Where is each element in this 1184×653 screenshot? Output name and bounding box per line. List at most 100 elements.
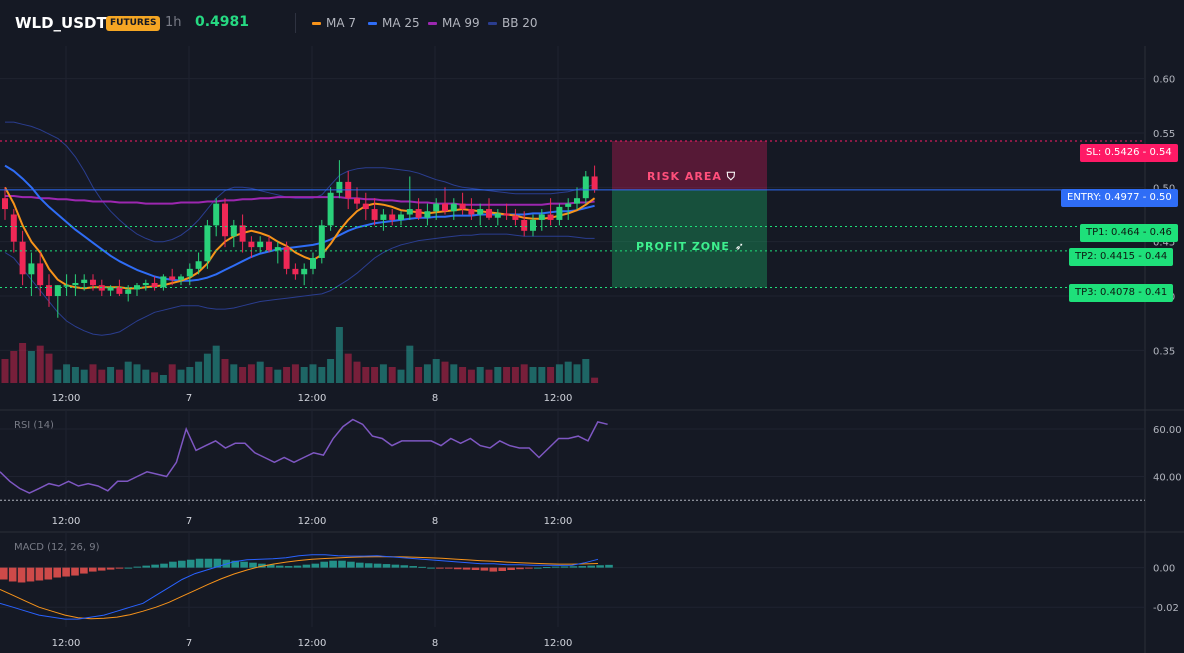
volume-bar xyxy=(582,359,590,383)
candle-body xyxy=(274,247,281,251)
price-tick-label: 0.55 xyxy=(1153,129,1175,140)
volume-bar xyxy=(177,369,185,383)
macd-histogram-bar xyxy=(498,567,506,571)
x-tick-label: 8 xyxy=(432,393,438,404)
macd-histogram-bar xyxy=(275,565,284,568)
candle-body xyxy=(450,203,457,212)
x-tick-label: 8 xyxy=(432,638,438,649)
candle-body xyxy=(239,225,246,242)
macd-histogram-bar xyxy=(356,562,364,568)
legend-ma7[interactable]: MA 7 xyxy=(312,16,356,30)
candle-body xyxy=(116,287,123,294)
volume-bar xyxy=(406,345,414,383)
volume-bar xyxy=(54,369,62,383)
volume-bar xyxy=(124,361,132,383)
volume-bar xyxy=(415,367,423,383)
macd-histogram-bar xyxy=(53,567,61,578)
candle-body xyxy=(213,203,220,226)
candle-body xyxy=(380,214,387,220)
shield-icon: ⛉ xyxy=(726,170,736,183)
volume-bar xyxy=(494,367,502,383)
candle-body xyxy=(204,225,211,262)
macd-histogram-bar xyxy=(418,566,426,568)
candle-body xyxy=(292,268,299,275)
futures-badge: FUTURES xyxy=(106,16,161,31)
legend-ma7-label: MA 7 xyxy=(326,16,357,30)
legend-ma99[interactable]: MA 99 xyxy=(428,16,480,30)
candle-body xyxy=(72,282,79,286)
volume-bar xyxy=(115,369,123,383)
candle-body xyxy=(310,257,316,269)
sl-price-tag: SL: 0.5426 - 0.54 xyxy=(1080,144,1178,162)
macd-histogram-bar xyxy=(124,567,133,569)
macd-histogram-bar xyxy=(44,567,53,580)
volume-bar xyxy=(45,353,53,383)
macd-histogram-bar xyxy=(453,567,462,570)
macd-histogram-bar xyxy=(347,561,355,568)
volume-bar xyxy=(335,327,343,383)
candle-body xyxy=(415,209,422,218)
candle-body xyxy=(530,219,536,231)
candle-body xyxy=(442,203,448,212)
macd-histogram-bar xyxy=(293,565,302,568)
candle-body xyxy=(107,287,114,291)
macd-histogram-bar xyxy=(338,560,346,568)
volume-bar xyxy=(151,372,159,383)
legend-ma25[interactable]: MA 25 xyxy=(368,16,420,30)
macd-histogram-bar xyxy=(560,566,569,568)
macd-histogram-bar xyxy=(71,567,79,576)
volume-bar xyxy=(159,375,167,383)
x-tick-label: 7 xyxy=(186,638,192,649)
volume-bar xyxy=(538,367,546,383)
candle-body xyxy=(459,203,466,210)
macd-histogram-bar xyxy=(569,566,578,568)
volume-bar xyxy=(71,367,79,383)
volume-bar xyxy=(98,369,106,383)
bb20-swatch xyxy=(488,21,497,25)
macd-histogram-bar xyxy=(587,565,595,568)
volume-bar xyxy=(318,367,326,383)
rsi-tick-label: 40.00 xyxy=(1153,473,1182,484)
volume-bar xyxy=(168,364,176,383)
macd-histogram-bar xyxy=(364,563,373,568)
volume-bar xyxy=(353,361,361,383)
legend-ma25-label: MA 25 xyxy=(382,16,420,30)
candle-body xyxy=(494,213,501,218)
macd-histogram-bar xyxy=(62,567,70,577)
price-tick-label: 0.50 xyxy=(1153,183,1175,194)
header-divider xyxy=(295,13,296,33)
legend-bb20[interactable]: BB 20 xyxy=(488,16,538,30)
macd-histogram-bar xyxy=(525,567,533,569)
volume-bar xyxy=(265,367,273,383)
volume-bar xyxy=(476,367,484,383)
symbol-name[interactable]: WLD_USDT xyxy=(15,14,107,32)
volume-bar xyxy=(230,364,238,383)
macd-pane-label: MACD (12, 26, 9) xyxy=(14,542,100,553)
candle-body xyxy=(169,276,176,280)
volume-bar xyxy=(27,351,35,383)
volume-bar xyxy=(247,364,255,383)
rsi-tick-label: 60.00 xyxy=(1153,425,1182,436)
macd-histogram-bar xyxy=(142,565,150,568)
macd-histogram-bar xyxy=(578,566,587,568)
x-tick-label: 12:00 xyxy=(52,393,81,404)
macd-histogram-bar xyxy=(26,567,35,582)
candle-body xyxy=(547,214,554,220)
macd-histogram-bar xyxy=(8,567,17,582)
risk-area-label: RISK AREA ⛉ xyxy=(647,170,736,183)
candle-body xyxy=(257,241,264,248)
profit-zone-box xyxy=(612,189,767,288)
x-tick-label: 12:00 xyxy=(544,638,573,649)
macd-histogram-bar xyxy=(400,565,409,568)
candle-body xyxy=(389,214,396,220)
candle-body xyxy=(521,219,528,231)
x-tick-label: 7 xyxy=(186,393,192,404)
candle-body xyxy=(195,261,202,269)
macd-histogram-bar xyxy=(115,567,124,569)
candle-body xyxy=(37,263,44,286)
ma25-line xyxy=(4,164,595,282)
timeframe-label[interactable]: 1h xyxy=(165,15,182,30)
volume-bar xyxy=(467,369,475,383)
volume-bar xyxy=(450,364,458,383)
